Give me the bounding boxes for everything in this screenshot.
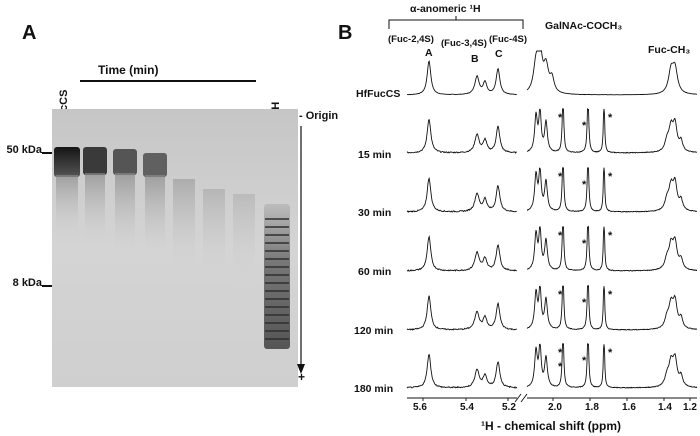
spectrum-right-0 [526,50,698,96]
gel-image [52,109,298,387]
impurity-star: * [582,179,587,191]
row-label-hffuccs: HfFucCS [356,88,401,100]
tick-1.8: 1.8 [585,402,599,413]
impurity-star: * [582,297,587,309]
mw-marker-8kda: 8 kDa [12,277,42,289]
impurity-star: * [608,230,613,242]
alpha-header: α-anomeric ¹H [410,3,481,15]
time-bracket-line [80,80,256,82]
impurity-star: * [558,230,563,242]
peak-group-b-name: (Fuc-3,4S) [441,38,487,49]
tick-5.4: 5.4 [460,402,474,413]
impurity-star: * [582,120,587,132]
spectrum-left-0 [407,60,517,96]
spectrum-right-3 [527,225,697,272]
spectrum-right-2 [526,166,698,213]
axis-break [514,393,528,403]
mw-tick-8kda [42,285,52,287]
impurity-star: * [608,347,613,359]
peak-letter-c: C [495,48,503,60]
row-label-180min: 180 min [354,383,394,395]
mw-tick-50kda [42,152,52,154]
tick-5.6: 5.6 [413,402,427,413]
row-label-30min: 30 min [358,207,392,219]
peak-group-c-name: (Fuc-4S) [489,34,527,45]
migration-arrow [297,126,305,374]
panel-a-label: A [22,22,37,44]
impurity-star: * [558,112,563,124]
impurity-star: * [608,289,613,301]
spectrum-right-1 [526,107,698,154]
time-header: Time (min) [98,63,159,77]
row-label-15min: 15 min [358,149,392,161]
nmr-spectra: * * * * * * * * * * * * * * * * [406,50,698,403]
impurity-star: * [582,238,587,250]
row-label-60min: 60 min [358,266,392,278]
spectrum-right-5 [526,342,698,389]
spectrum-left-3 [406,234,518,272]
spectrum-left-5 [406,353,518,389]
panel-b-label: B [338,22,353,44]
peak-group-a-name: (Fuc-2,4S) [388,34,434,45]
spectrum-left-2 [406,177,517,213]
tick-1.2: 1.2 [683,402,697,413]
spectrum-left-1 [406,119,517,154]
tick-2.0: 2.0 [548,402,562,413]
impurity-star: * [558,361,563,373]
impurity-star: * [558,171,563,183]
peak-letter-a: A [425,47,433,59]
impurity-star: * [582,355,587,367]
tick-1.6: 1.6 [622,402,636,413]
x-axis-label: ¹H - chemical shift (ppm) [481,419,622,433]
spectrum-left-4 [406,295,518,331]
tick-5.2: 5.2 [502,402,516,413]
spectrum-right-4 [526,284,698,331]
impurity-star: * [558,347,563,359]
row-label-120min: 120 min [354,325,394,337]
plus-label: + [298,370,306,384]
origin-label: - Origin [299,110,339,122]
alpha-bracket [388,16,524,29]
fuc-header: Fuc-CH₃ [648,44,691,56]
impurity-star: * [608,112,613,124]
mw-marker-50kda: 50 kDa [6,144,42,156]
tick-1.4: 1.4 [658,402,672,413]
peak-letter-b: B [471,53,479,65]
impurity-star: * [558,289,563,301]
galnac-header: GalNAc-COCH₃ [545,20,623,32]
impurity-star: * [608,171,613,183]
